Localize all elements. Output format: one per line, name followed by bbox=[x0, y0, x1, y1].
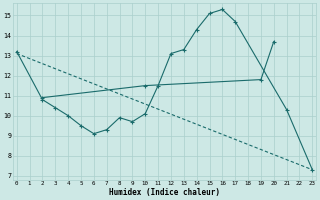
X-axis label: Humidex (Indice chaleur): Humidex (Indice chaleur) bbox=[109, 188, 220, 197]
